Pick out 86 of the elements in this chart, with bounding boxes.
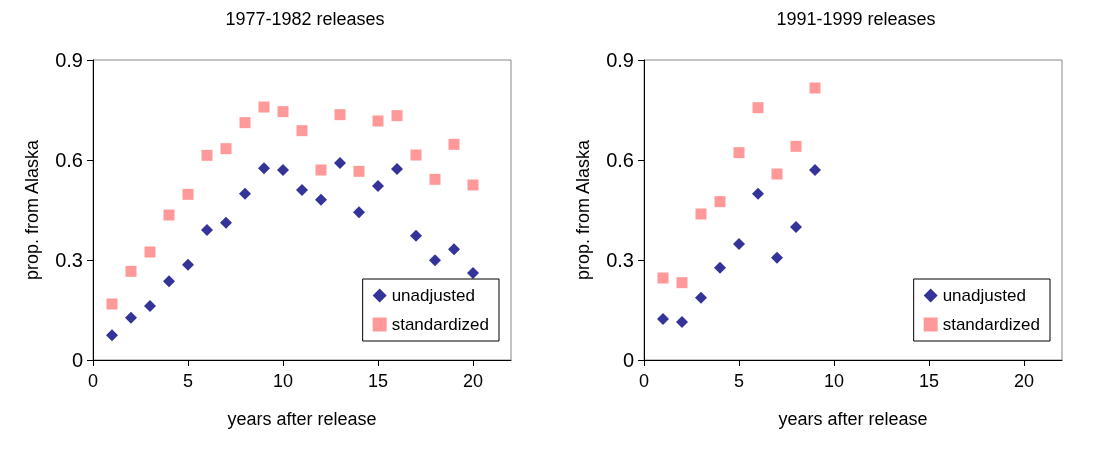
point xyxy=(657,272,669,284)
y-tick-label: 0 xyxy=(71,349,83,371)
point xyxy=(714,261,726,274)
chart-title: 1977-1982 releases xyxy=(225,9,385,29)
point xyxy=(676,316,688,328)
point xyxy=(372,180,384,192)
point xyxy=(448,138,460,150)
point xyxy=(239,187,251,200)
x-tick-label: 15 xyxy=(367,371,389,391)
x-tick-label: 20 xyxy=(462,371,484,391)
point xyxy=(467,179,479,191)
point xyxy=(752,187,764,200)
point xyxy=(391,110,403,122)
point xyxy=(429,254,441,267)
x-tick-label: 10 xyxy=(272,371,294,391)
point xyxy=(334,109,346,121)
point xyxy=(448,243,460,256)
point xyxy=(315,193,327,206)
point xyxy=(182,188,194,200)
point xyxy=(771,251,783,264)
point xyxy=(714,196,726,208)
x-axis-title: years after release xyxy=(778,409,928,429)
point xyxy=(144,300,156,312)
point xyxy=(106,298,118,310)
point xyxy=(220,143,232,155)
point xyxy=(125,311,137,324)
point xyxy=(809,82,821,94)
point xyxy=(334,157,346,169)
x-tick-label: 5 xyxy=(733,371,745,391)
point xyxy=(429,173,441,185)
point xyxy=(296,184,308,196)
y-tick-label: 0.3 xyxy=(55,249,83,271)
point xyxy=(733,238,745,250)
point xyxy=(790,221,802,233)
legend-label: unadjusted xyxy=(391,286,475,305)
point xyxy=(163,275,175,288)
x-tick-label: 10 xyxy=(823,371,845,391)
point xyxy=(201,149,213,161)
point xyxy=(277,164,289,176)
point xyxy=(315,164,327,176)
x-tick-label: 5 xyxy=(182,371,194,391)
point xyxy=(144,246,156,258)
y-tick-label: 0.9 xyxy=(55,49,83,71)
legend-label: unadjusted xyxy=(942,286,1026,305)
point xyxy=(695,291,707,304)
x-tick-label: 15 xyxy=(918,371,940,391)
point xyxy=(296,125,308,137)
point xyxy=(258,101,270,113)
point xyxy=(410,149,422,161)
point xyxy=(676,277,688,289)
point xyxy=(277,106,289,118)
y-tick-label: 0.3 xyxy=(606,249,634,271)
point xyxy=(353,165,365,177)
point xyxy=(790,140,802,152)
point xyxy=(809,164,821,176)
y-tick-label: 0 xyxy=(622,349,634,371)
point xyxy=(372,115,384,127)
point xyxy=(239,117,251,129)
x-tick-label: 0 xyxy=(638,371,650,391)
point xyxy=(771,168,783,180)
legend-label: standardized xyxy=(391,315,489,334)
chart-title: 1991-1999 releases xyxy=(776,9,936,29)
legend-label: standardized xyxy=(942,315,1040,334)
y-tick-label: 0.6 xyxy=(606,149,634,171)
point xyxy=(258,162,270,175)
point xyxy=(201,224,213,236)
x-axis-title: years after release xyxy=(227,409,377,429)
point xyxy=(695,208,707,220)
y-axis-title: prop. from Alaska xyxy=(573,138,593,281)
point xyxy=(182,258,194,271)
point xyxy=(106,329,118,342)
y-tick-label: 0.9 xyxy=(606,49,634,71)
point xyxy=(391,163,403,175)
x-tick-label: 0 xyxy=(87,371,99,391)
x-tick-label: 20 xyxy=(1013,371,1035,391)
point xyxy=(657,313,669,325)
point xyxy=(353,206,365,219)
y-axis-title: prop. from Alaska xyxy=(22,138,42,281)
point xyxy=(220,216,232,229)
y-tick-label: 0.6 xyxy=(55,149,83,171)
point xyxy=(752,102,764,114)
point xyxy=(410,229,422,242)
point xyxy=(733,147,745,159)
point xyxy=(163,209,175,221)
point xyxy=(467,267,479,279)
point xyxy=(125,265,137,277)
